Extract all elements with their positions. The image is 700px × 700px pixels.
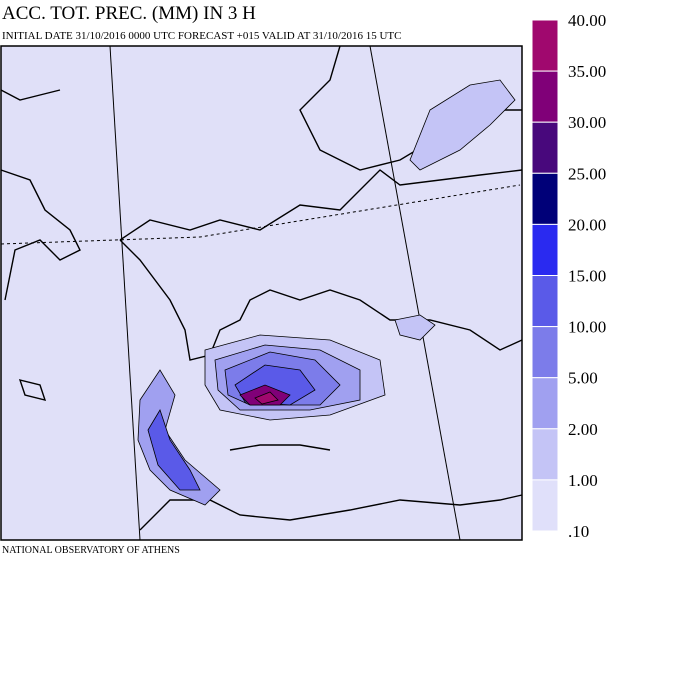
colorbar-swatch bbox=[531, 172, 559, 225]
colorbar-label: 10.00 bbox=[568, 318, 606, 337]
colorbar-label: 1.00 bbox=[568, 471, 598, 490]
colorbar-swatch bbox=[531, 275, 559, 328]
colorbar-swatch bbox=[531, 479, 559, 532]
colorbar-label: 35.00 bbox=[568, 62, 606, 81]
colorbar-label: 2.00 bbox=[568, 420, 598, 439]
colorbar-swatch bbox=[531, 326, 559, 379]
colorbar-swatch bbox=[531, 377, 559, 430]
title: ACC. TOT. PREC. (MM) IN 3 H bbox=[2, 3, 256, 24]
colorbar-swatch bbox=[531, 428, 559, 481]
colorbar-label: 15.00 bbox=[568, 267, 606, 286]
colorbar-swatch bbox=[531, 19, 559, 72]
colorbar-label: 30.00 bbox=[568, 113, 606, 132]
colorbar-label: 5.00 bbox=[568, 369, 598, 388]
colorbar: 40.00 35.00 30.00 25.00 20.00 15.00 10.00 5.00 2… bbox=[531, 11, 606, 541]
subtitle: INITIAL DATE 31/10/2016 0000 UTC FORECAS… bbox=[2, 30, 401, 42]
colorbar-swatch bbox=[531, 223, 559, 276]
colorbar-label: 40.00 bbox=[568, 11, 606, 30]
colorbar-swatch bbox=[531, 121, 559, 174]
colorbar-label: .10 bbox=[568, 522, 589, 541]
credit: NATIONAL OBSERVATORY OF ATHENS bbox=[2, 545, 180, 556]
colorbar-label: 25.00 bbox=[568, 164, 606, 183]
colorbar-swatch bbox=[531, 70, 559, 123]
map bbox=[0, 45, 523, 541]
colorbar-label: 20.00 bbox=[568, 215, 606, 234]
